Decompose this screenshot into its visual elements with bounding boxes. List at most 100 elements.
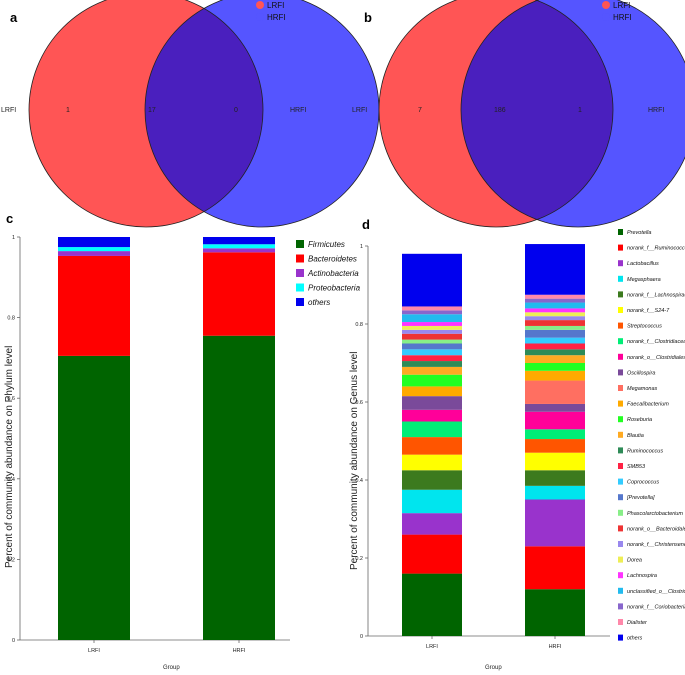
c-legend-label: Bacteroidetes bbox=[308, 255, 357, 264]
d-legend-label: Coprococcus bbox=[627, 480, 659, 486]
d-legend-swatch bbox=[618, 431, 623, 438]
d-legend-swatch bbox=[618, 385, 623, 391]
d-bar-segment-hrfi-6 bbox=[525, 439, 585, 453]
venn-b-only-right: 1 bbox=[578, 107, 582, 114]
d-bar-segment-hrfi-13 bbox=[525, 355, 585, 363]
d-legend-swatch bbox=[618, 556, 623, 563]
d-x-tick-label: HRFI bbox=[549, 644, 562, 650]
c-legend-swatch bbox=[296, 240, 304, 248]
venn-a-left-label: LRFI bbox=[1, 107, 16, 114]
d-legend-swatch bbox=[618, 587, 623, 594]
d-bar-segment-hrfi-3 bbox=[525, 485, 585, 500]
d-bar-segment-hrfi-22 bbox=[525, 308, 585, 313]
c-legend-swatch bbox=[296, 298, 304, 306]
venn-a: a LRFI HRFI 1 17 0 LRFI HRFI bbox=[1, 0, 380, 228]
venn-a-only-left: 1 bbox=[66, 107, 70, 114]
d-bar-segment-lrfi-23 bbox=[402, 314, 462, 323]
d-legend-label: Streptococcus bbox=[627, 324, 662, 330]
venn-b-both: 186 bbox=[494, 107, 506, 114]
d-legend-label: SMB53 bbox=[627, 464, 646, 470]
c-y-tick-label: 0.6 bbox=[7, 396, 15, 402]
d-bar-segment-hrfi-18 bbox=[525, 325, 585, 330]
d-legend-swatch bbox=[618, 400, 623, 407]
chart-d-bars bbox=[402, 244, 585, 636]
c-bar-segment-lrfi-0 bbox=[58, 355, 130, 640]
c-y-tick-label: 0.2 bbox=[7, 557, 15, 563]
d-bar-segment-hrfi-8 bbox=[525, 411, 585, 430]
venn-b-legend-hrfi-swatch bbox=[602, 13, 610, 21]
venn-b-only-left: 7 bbox=[418, 107, 422, 114]
d-legend-label: Ruminococcus bbox=[627, 448, 663, 454]
d-legend-swatch bbox=[618, 275, 623, 282]
panel-letter-c: c bbox=[6, 211, 13, 226]
d-bar-segment-lrfi-7 bbox=[402, 421, 462, 438]
d-bar-segment-hrfi-2 bbox=[525, 499, 585, 547]
c-bar-segment-lrfi-2 bbox=[58, 251, 130, 256]
d-bar-segment-hrfi-12 bbox=[525, 363, 585, 371]
d-bar-segment-hrfi-1 bbox=[525, 546, 585, 590]
d-bar-segment-lrfi-3 bbox=[402, 489, 462, 514]
d-legend-label: norank_f__Lachnospiraceae bbox=[627, 292, 685, 298]
d-bar-segment-hrfi-11 bbox=[525, 370, 585, 381]
d-legend-label: norank_o__Clostridiales bbox=[627, 355, 685, 361]
d-legend-label: Dialister bbox=[627, 620, 648, 626]
d-legend-swatch bbox=[618, 447, 623, 454]
chart-d: d Percent of community abundance on Genu… bbox=[349, 217, 685, 671]
d-bar-segment-lrfi-21 bbox=[402, 325, 462, 330]
d-legend-label: norank_o__Bacteroidales bbox=[627, 526, 685, 532]
d-bar-segment-hrfi-5 bbox=[525, 452, 585, 471]
d-bar-segment-lrfi-11 bbox=[402, 386, 462, 397]
venn-b-left-label: LRFI bbox=[352, 107, 367, 114]
d-legend-label: Dorea bbox=[627, 558, 642, 564]
c-bar-segment-hrfi-1 bbox=[203, 252, 275, 336]
c-y-tick-label: 0.4 bbox=[7, 477, 15, 483]
d-bar-segment-lrfi-1 bbox=[402, 534, 462, 574]
panel-letter-d: d bbox=[362, 217, 370, 232]
d-legend-swatch bbox=[618, 291, 623, 298]
venn-a-legend-lrfi-swatch bbox=[256, 1, 264, 9]
d-bar-segment-lrfi-20 bbox=[402, 329, 462, 334]
d-legend-swatch bbox=[618, 603, 623, 610]
chart-c-ylabel: Percent of community abundance on Phylum… bbox=[4, 346, 15, 568]
panel-letter-b: b bbox=[364, 10, 372, 25]
d-legend-label: norank_f__Ruminococcaceae bbox=[627, 246, 685, 252]
d-bar-segment-hrfi-21 bbox=[525, 312, 585, 317]
d-legend-label: norank_f__Clostridiaceae bbox=[627, 339, 685, 345]
c-x-tick-label: LRFI bbox=[88, 648, 100, 654]
d-y-tick-label: 0.2 bbox=[355, 556, 363, 562]
d-bar-segment-hrfi-19 bbox=[525, 320, 585, 326]
d-legend-swatch bbox=[618, 244, 623, 251]
d-x-tick-label: LRFI bbox=[426, 644, 438, 650]
d-legend-swatch bbox=[618, 619, 623, 625]
d-bar-segment-lrfi-22 bbox=[402, 322, 462, 326]
d-legend-label: norank_f__S24-7 bbox=[627, 308, 670, 314]
venn-a-only-right: 0 bbox=[234, 107, 238, 114]
d-legend-swatch bbox=[618, 416, 623, 423]
chart-c-xlabel: Group bbox=[163, 665, 180, 671]
d-legend-swatch bbox=[618, 229, 623, 235]
c-bar-segment-lrfi-1 bbox=[58, 255, 130, 356]
venn-a-legend-lrfi: LRFI bbox=[267, 1, 284, 10]
d-bar-segment-hrfi-17 bbox=[525, 329, 585, 338]
chart-d-ylabel: Percent of community abundance on Genus … bbox=[349, 352, 360, 570]
d-legend-swatch bbox=[618, 634, 623, 641]
c-x-tick-label: HRFI bbox=[233, 648, 246, 654]
d-bar-segment-hrfi-26 bbox=[525, 244, 585, 295]
d-bar-segment-lrfi-25 bbox=[402, 306, 462, 311]
d-bar-segment-hrfi-7 bbox=[525, 429, 585, 440]
d-legend-swatch bbox=[618, 572, 623, 579]
d-legend-swatch bbox=[618, 478, 623, 485]
d-legend-swatch bbox=[618, 463, 623, 469]
d-legend-label: unclassified_o__Clostridiales bbox=[627, 589, 685, 595]
d-bar-segment-lrfi-9 bbox=[402, 396, 462, 410]
d-legend-label: Megasphaera bbox=[627, 277, 661, 283]
d-bar-segment-lrfi-14 bbox=[402, 361, 462, 367]
d-bar-segment-hrfi-4 bbox=[525, 470, 585, 486]
chart-d-xlabel: Group bbox=[485, 665, 502, 671]
c-legend-label: Actinobacteria bbox=[307, 269, 359, 278]
d-legend-label: [Prevotella] bbox=[626, 495, 655, 501]
d-legend-label: Roseburia bbox=[627, 417, 652, 423]
d-legend-label: others bbox=[627, 636, 643, 642]
d-bar-segment-lrfi-18 bbox=[402, 339, 462, 344]
